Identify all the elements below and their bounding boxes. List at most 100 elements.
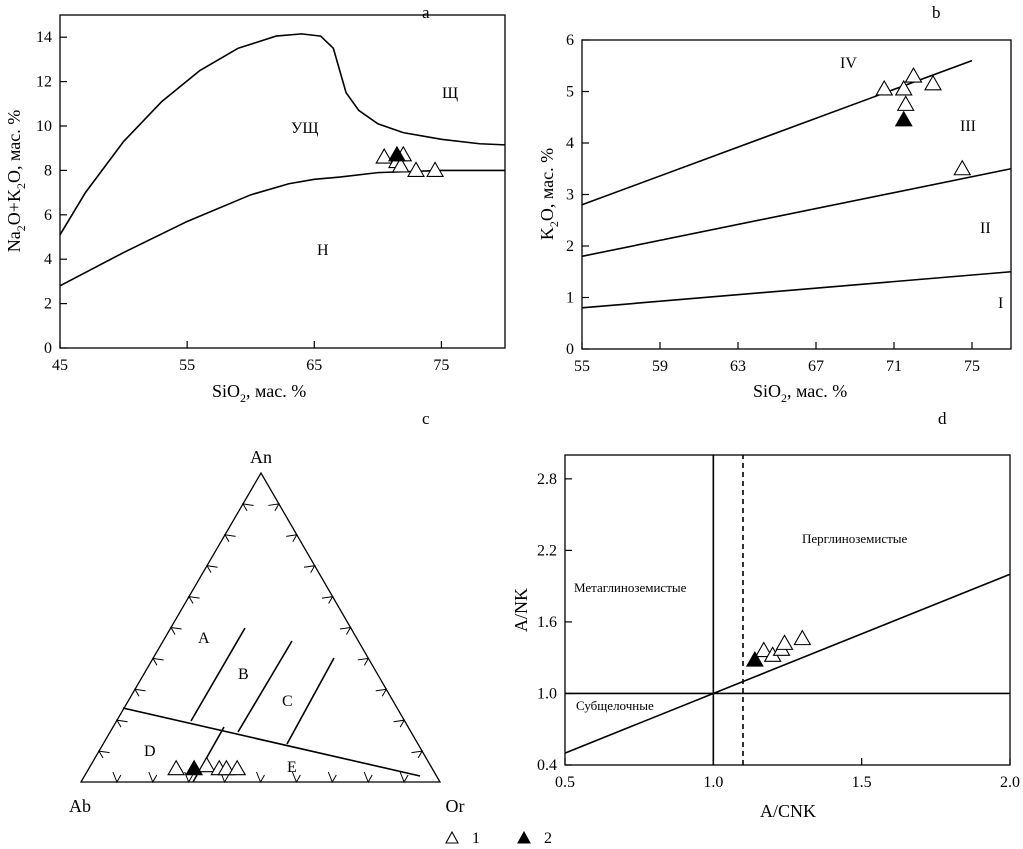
panel-c-ternary-chart: c An Ab Or A B C D E <box>69 409 465 816</box>
panel-a-frame <box>59 14 506 349</box>
panel-a-boundary-lower <box>59 169 505 287</box>
panel-a-xtick-label: 65 <box>306 357 322 374</box>
panel-d-xtick-label: 1.5 <box>852 774 872 791</box>
ternary-tick-right <box>393 719 406 728</box>
field-label-c: C <box>282 693 293 710</box>
panel-d-ticks: 0.5 1.0 1.5 2.0 0.4 1.0 1.6 2.2 2.8 <box>537 471 1020 791</box>
field-label-n: Н <box>317 242 329 259</box>
panel-b-boundary-line <box>581 270 1012 309</box>
ternary-tick-left <box>242 503 254 512</box>
panel-a-points <box>375 145 445 177</box>
panel-a-ytick-label: 8 <box>44 162 52 179</box>
panel-d-ytick-label: 0.4 <box>537 757 557 774</box>
panel-d-ytick-label: 2.8 <box>537 471 557 488</box>
ternary-tick-right <box>339 626 352 635</box>
field-label-subalkaline: Субщелочные <box>576 698 654 713</box>
panel-b-ytick-label: 0 <box>566 341 574 358</box>
panel-a-xtick-label: 55 <box>179 357 195 374</box>
ternary-tick-bottom <box>256 771 265 784</box>
ternary-frame <box>79 471 442 783</box>
panel-d-xtick-label: 1.0 <box>703 774 723 791</box>
panel-a-ticks: 45 55 65 75 0 2 4 6 8 10 12 14 <box>36 29 449 374</box>
panel-c-point-filled <box>185 759 204 776</box>
panel-b-xtick-label: 59 <box>652 358 668 375</box>
panel-c-points <box>167 756 247 776</box>
field-label-ushch: УЩ <box>291 120 318 137</box>
ternary-tick-left <box>152 657 164 666</box>
panel-b-point-open <box>875 79 894 96</box>
panel-a-xlabel: SiO2, мас. % <box>212 381 306 405</box>
legend: 1 2 <box>445 830 552 847</box>
panel-a-letter: a <box>422 3 430 22</box>
panel-b-boundary-line <box>581 59 973 206</box>
panel-b-point-filled <box>894 110 913 127</box>
panel-a-ytick-label: 12 <box>36 74 52 91</box>
panel-b-xtick-label: 71 <box>886 358 902 375</box>
panel-b-k2o-chart: b 55 59 63 67 71 75 0 1 2 3 4 5 6 IV III II I SiO2, … <box>537 3 1012 405</box>
panel-c-point-open <box>217 759 236 776</box>
panel-a-boundary-upper <box>59 33 506 236</box>
field-label-d: D <box>144 743 156 760</box>
ternary-tick-bottom <box>327 771 337 784</box>
ternary-tick-bottom <box>112 771 122 784</box>
legend-filled-triangle-icon <box>517 830 531 844</box>
panel-d-points <box>745 629 812 667</box>
panel-c-letter: c <box>422 409 430 428</box>
panel-d-frame <box>564 454 1011 766</box>
ternary-tick-right <box>357 657 370 666</box>
panel-d-point-open <box>775 634 794 650</box>
ternary-tick-left <box>98 750 110 759</box>
panel-a-ytick-label: 14 <box>36 29 52 46</box>
ternary-tick-bottom <box>148 771 158 784</box>
panel-b-xtick-label: 75 <box>964 358 980 375</box>
field-label-shch: Щ <box>442 85 458 102</box>
panel-b-letter: b <box>932 3 941 22</box>
panel-a-ytick-label: 6 <box>44 207 52 224</box>
field-label-a: A <box>198 630 210 647</box>
ternary-tick-right <box>268 503 280 512</box>
panel-d-ytick-label: 1.6 <box>537 614 557 631</box>
field-label-ii: II <box>980 220 991 237</box>
panel-b-lines <box>581 59 1012 309</box>
panel-a-ylabel: Na2O+K2O, мас. % <box>4 110 28 252</box>
panel-c-point-open <box>197 756 216 773</box>
panel-b-boundary-line <box>581 167 1012 258</box>
panel-a-boundaries <box>59 33 506 287</box>
panel-d-point-open <box>754 641 773 658</box>
panel-c-field-lines <box>122 627 421 783</box>
ternary-tick-right <box>304 565 316 573</box>
legend-label-2: 2 <box>544 830 552 847</box>
ternary-tick-right <box>286 534 298 543</box>
field-label-b: B <box>238 666 249 683</box>
ternary-tick-right <box>375 688 388 697</box>
panel-a-point-open <box>426 161 445 177</box>
panel-a-point-open <box>375 147 394 164</box>
panel-a-ytick-label: 10 <box>36 118 52 135</box>
panel-b-point-open <box>896 95 915 111</box>
panel-d-lines <box>564 455 1011 765</box>
panel-a-point-open <box>407 161 425 177</box>
vertex-label-an: An <box>250 447 272 467</box>
panel-d-ytick-label: 1.0 <box>537 685 557 702</box>
panel-b-xtick-label: 55 <box>574 358 590 375</box>
panel-d-acnk-chart: d 0.5 1.0 1.5 2.0 0.4 1.0 1.6 2.2 2.8 Перглинозе… <box>511 409 1020 821</box>
panel-d-point-filled <box>745 650 764 667</box>
field-label-iii: III <box>960 118 976 135</box>
panel-d-xtick-label: 2.0 <box>1000 774 1020 791</box>
panel-d-ylabel: A/NK <box>511 588 531 632</box>
ternary-tick-left <box>224 534 236 543</box>
panel-b-ytick-label: 1 <box>566 290 574 307</box>
panel-c-point-open <box>228 759 247 776</box>
panel-b-ytick-label: 5 <box>566 84 574 101</box>
panel-d-ytick-label: 2.2 <box>537 542 557 559</box>
field-label-i: I <box>998 295 1003 312</box>
field-label-e: E <box>287 759 297 776</box>
panel-b-ytick-label: 4 <box>566 135 574 152</box>
panel-d-boundary-line <box>564 573 1011 754</box>
panel-b-point-open <box>924 74 942 91</box>
panel-a-point-open <box>391 156 410 173</box>
panel-b-point-open <box>894 79 913 96</box>
ternary-tick-left <box>206 565 218 573</box>
panel-a-ytick-label: 2 <box>44 296 52 313</box>
panel-b-points <box>875 66 972 176</box>
